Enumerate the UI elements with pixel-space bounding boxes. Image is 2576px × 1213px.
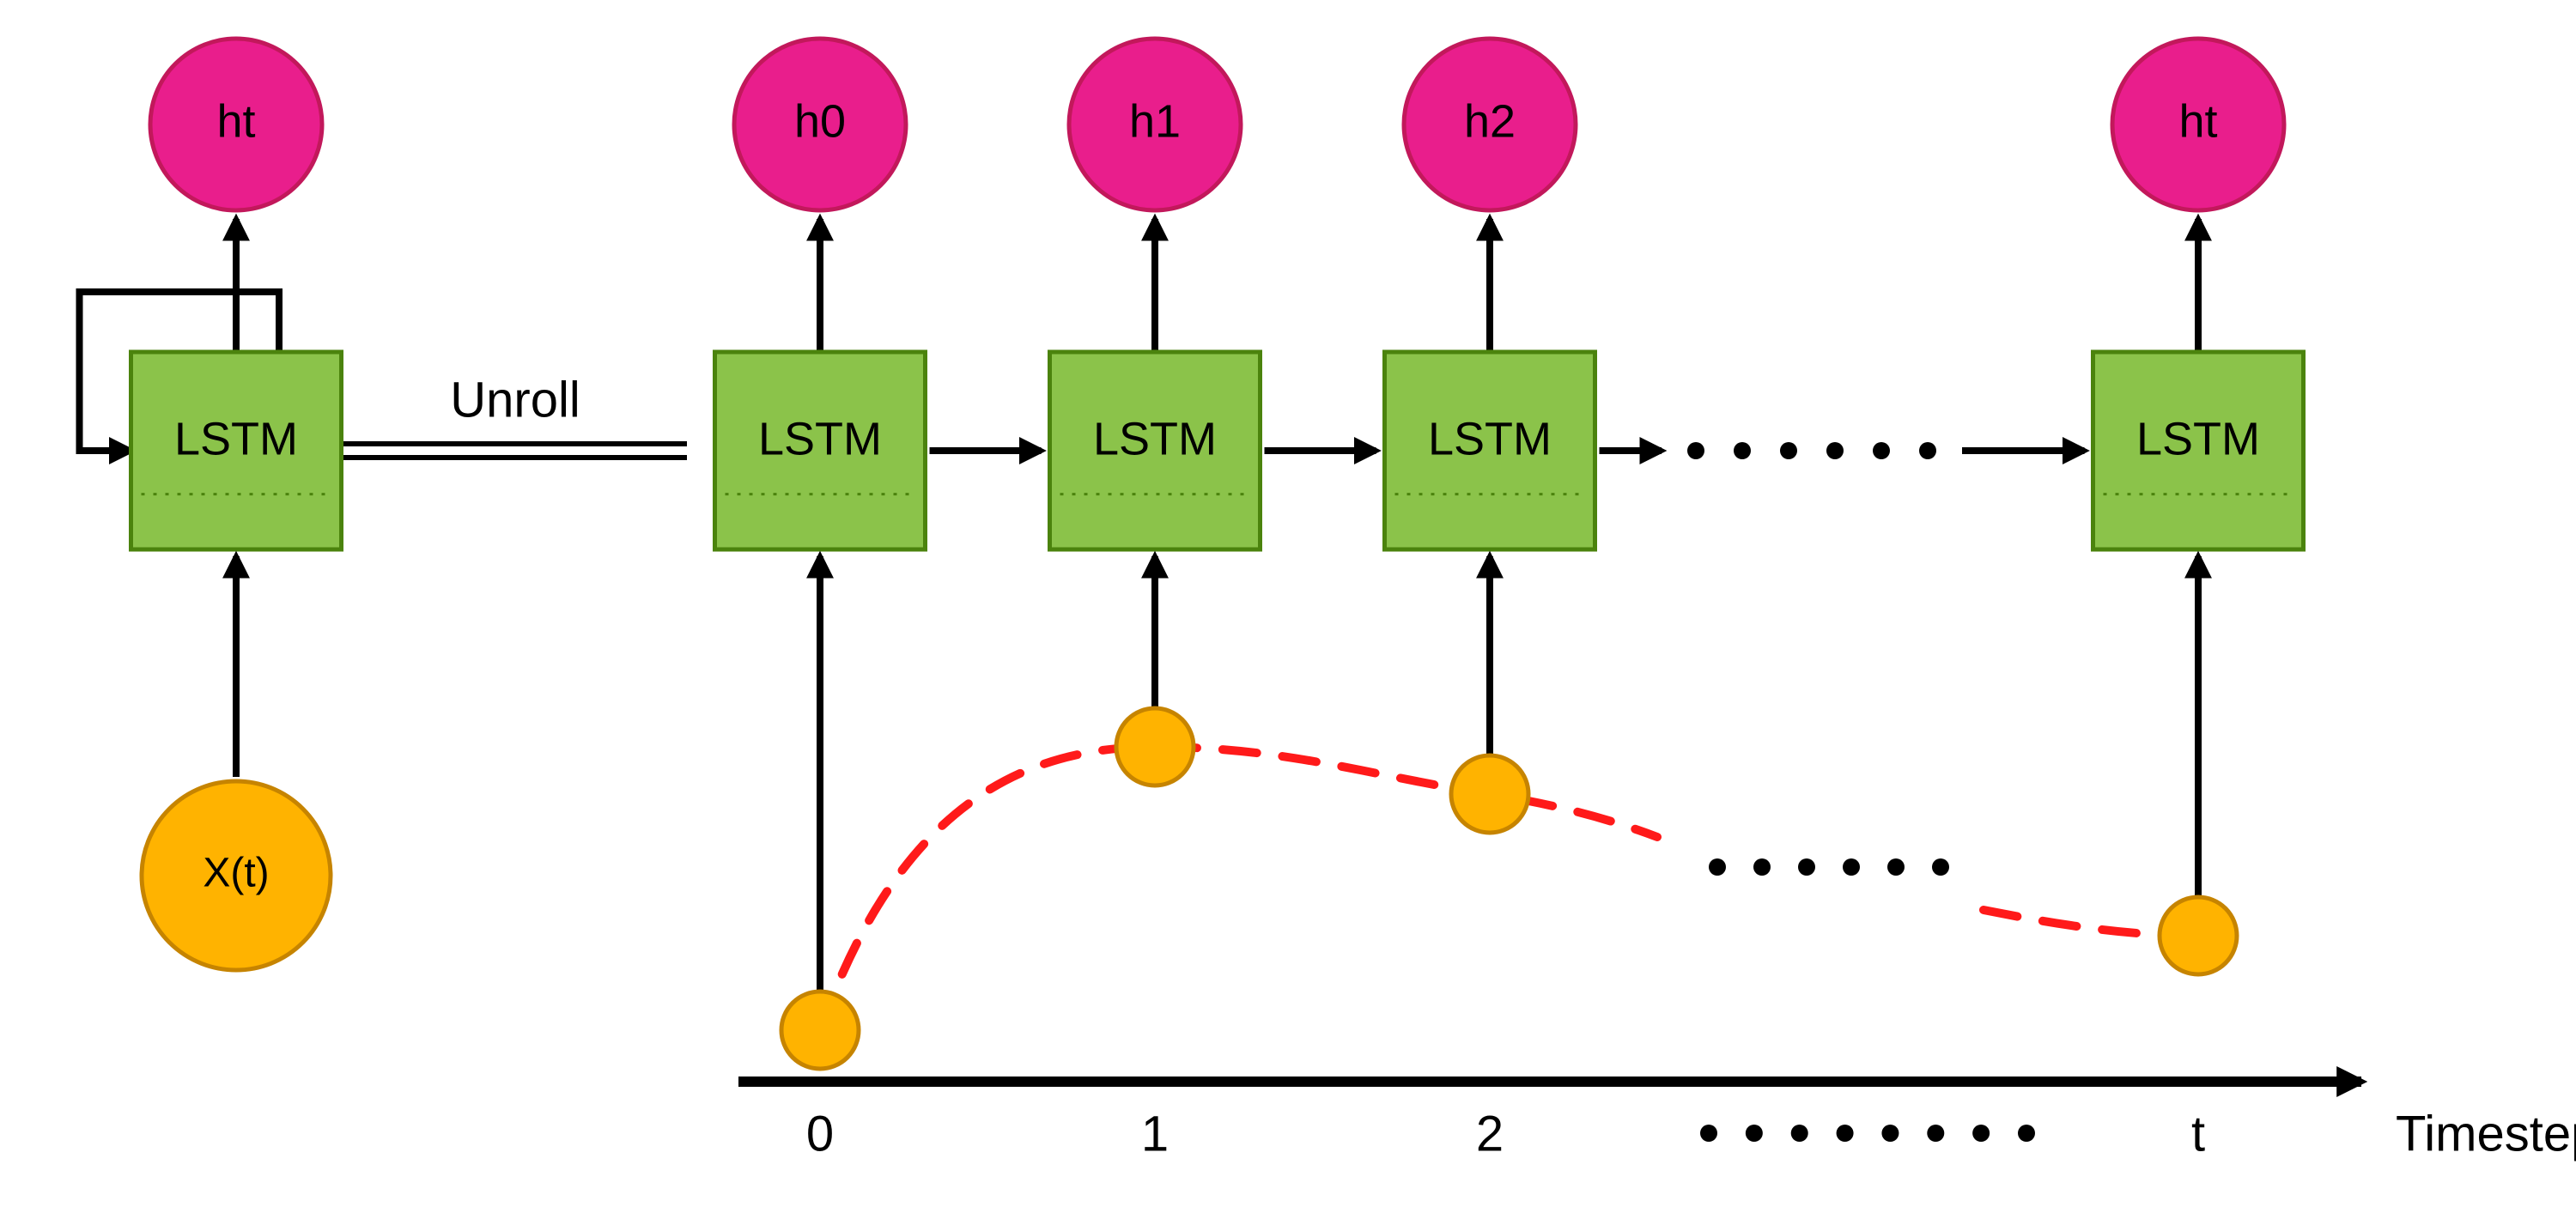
rolled-cell: LSTM [131,352,342,549]
svg-text:LSTM: LSTM [758,413,882,464]
output-0: h0 [734,39,906,210]
svg-text:ht: ht [216,95,255,147]
tick-3: t [2191,1106,2205,1161]
svg-text:Unroll: Unroll [450,372,580,428]
data-point-1 [1116,708,1194,785]
rolled-output: ht [150,39,322,210]
ellipsis-axis [1700,1125,2035,1142]
axis-label: Timestep [2396,1106,2576,1161]
cell-3: LSTM [2093,352,2304,549]
cell-0: LSTM [715,352,926,549]
data-point-3 [2160,897,2237,974]
svg-text:h0: h0 [794,95,846,147]
svg-text:h1: h1 [1129,95,1181,147]
tick-0: 0 [806,1106,834,1161]
svg-text:X(t): X(t) [203,851,269,896]
output-3: ht [2112,39,2284,210]
output-1: h1 [1069,39,1241,210]
cell-2: LSTM [1385,352,1595,549]
output-2: h2 [1404,39,1576,210]
cell-1: LSTM [1050,352,1261,549]
data-point-0 [781,992,859,1069]
svg-text:LSTM: LSTM [2136,413,2260,464]
svg-text:h2: h2 [1464,95,1516,147]
ellipsis-top [1687,442,1936,459]
ellipsis-curve [1709,858,1949,876]
tick-1: 1 [1141,1106,1169,1161]
svg-text:ht: ht [2178,95,2217,147]
data-point-2 [1451,755,1528,833]
svg-text:LSTM: LSTM [174,413,298,464]
svg-text:LSTM: LSTM [1428,413,1552,464]
svg-text:LSTM: LSTM [1093,413,1217,464]
tick-2: 2 [1476,1106,1504,1161]
